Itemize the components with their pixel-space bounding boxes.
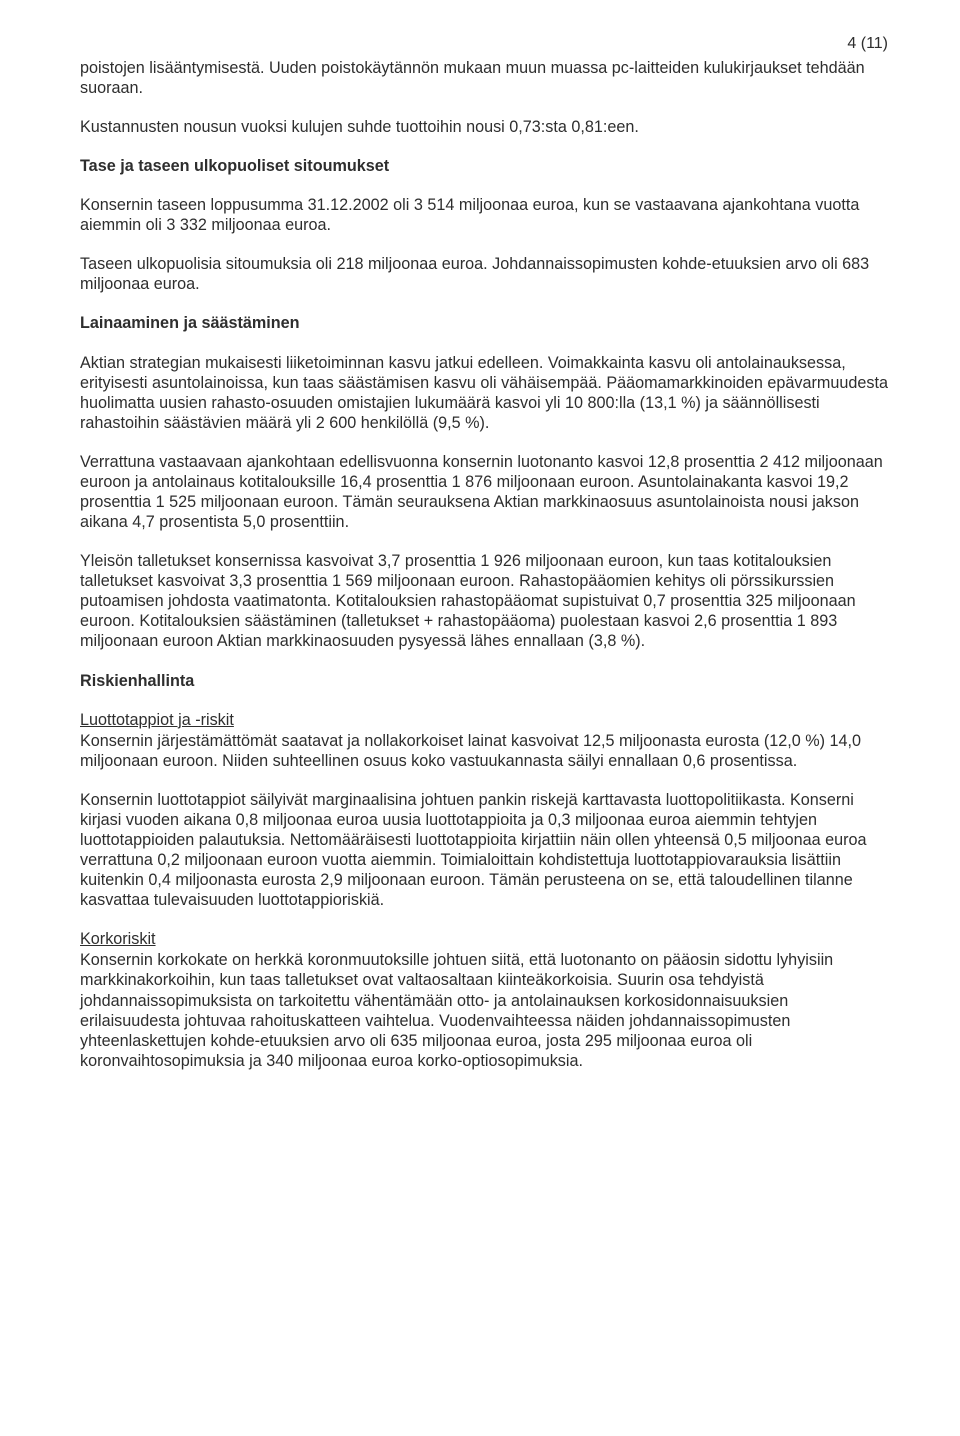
paragraph-6: Verrattuna vastaavaan ajankohtaan edelli… [80,452,888,532]
paragraph-7: Yleisön talletukset konsernissa kasvoiva… [80,551,888,651]
paragraph-9: Konsernin luottotappiot säilyivät margin… [80,790,888,910]
heading-lainaaminen: Lainaaminen ja säästäminen [80,313,888,333]
subheading-luottotappiot: Luottotappiot ja -riskit [80,710,888,730]
paragraph-2: Kustannusten nousun vuoksi kulujen suhde… [80,117,888,137]
paragraph-10: Konsernin korkokate on herkkä koronmuuto… [80,950,888,1070]
heading-riskienhallinta: Riskienhallinta [80,671,888,691]
page-number: 4 (11) [80,34,888,54]
subheading-korkoriskit: Korkoriskit [80,929,888,949]
document-page: 4 (11) poistojen lisääntymisestä. Uuden … [0,0,960,1436]
paragraph-8: Konsernin järjestämättömät saatavat ja n… [80,731,888,771]
paragraph-4: Taseen ulkopuolisia sitoumuksia oli 218 … [80,254,888,294]
heading-tase: Tase ja taseen ulkopuoliset sitoumukset [80,156,888,176]
paragraph-5: Aktian strategian mukaisesti liiketoimin… [80,353,888,433]
paragraph-3: Konsernin taseen loppusumma 31.12.2002 o… [80,195,888,235]
paragraph-1: poistojen lisääntymisestä. Uuden poistok… [80,58,888,98]
